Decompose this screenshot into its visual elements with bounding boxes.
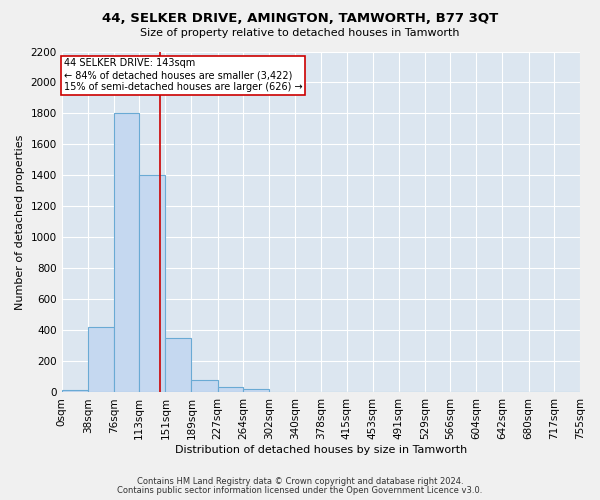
Bar: [114, 114, 139, 392]
Bar: [88, 328, 114, 392]
Text: 44 SELKER DRIVE: 143sqm
← 84% of detached houses are smaller (3,422)
15% of semi: 44 SELKER DRIVE: 143sqm ← 84% of detache…: [64, 58, 302, 92]
Bar: [62, 390, 88, 392]
Text: Size of property relative to detached houses in Tamworth: Size of property relative to detached ho…: [140, 28, 460, 38]
Text: Contains public sector information licensed under the Open Government Licence v3: Contains public sector information licen…: [118, 486, 482, 495]
Bar: [166, 338, 191, 392]
Y-axis label: Number of detached properties: Number of detached properties: [15, 134, 25, 310]
Bar: [243, 390, 269, 392]
Text: Contains HM Land Registry data © Crown copyright and database right 2024.: Contains HM Land Registry data © Crown c…: [137, 477, 463, 486]
Bar: [139, 176, 166, 392]
X-axis label: Distribution of detached houses by size in Tamworth: Distribution of detached houses by size …: [175, 445, 467, 455]
Text: 44, SELKER DRIVE, AMINGTON, TAMWORTH, B77 3QT: 44, SELKER DRIVE, AMINGTON, TAMWORTH, B7…: [102, 12, 498, 26]
Bar: [191, 380, 218, 392]
Bar: [218, 387, 243, 392]
